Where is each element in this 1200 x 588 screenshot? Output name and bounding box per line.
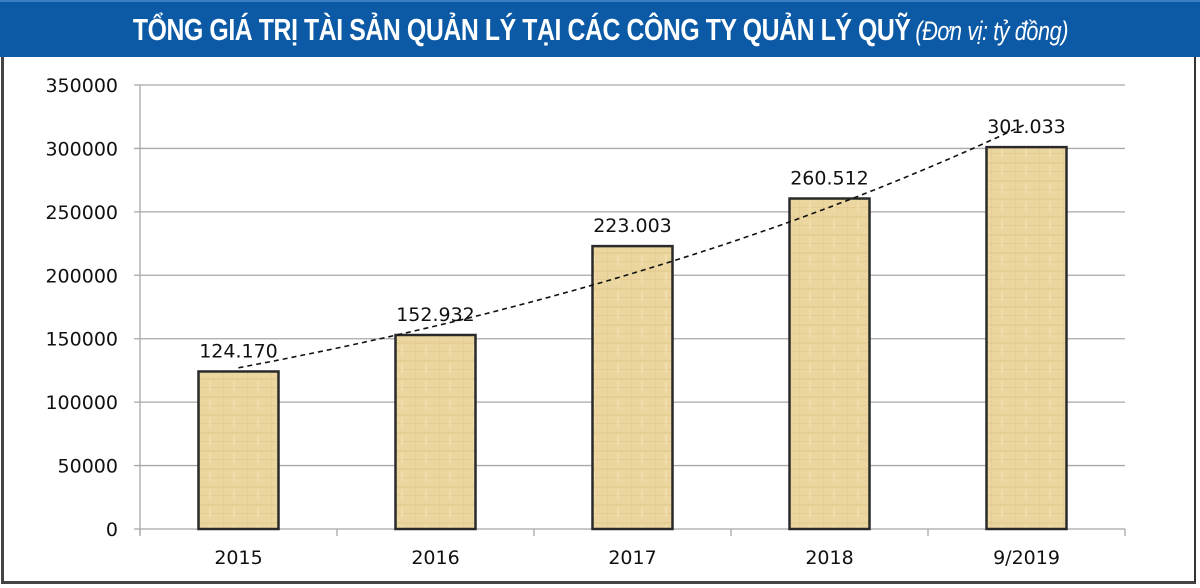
chart-frame xyxy=(1,57,1196,584)
data-label: 301.033 xyxy=(987,116,1066,138)
bar-2016 xyxy=(394,333,477,531)
bar-2018 xyxy=(788,197,871,531)
y-axis: 0 50000 100000 150000 200000 250000 300000 3500… xyxy=(45,75,141,541)
bar-2017 xyxy=(591,244,674,531)
data-label: 124.170 xyxy=(199,340,278,362)
trendline xyxy=(238,123,1027,369)
data-label: 152.932 xyxy=(396,304,475,326)
y-tick-label: 50000 xyxy=(58,456,118,478)
y-tick-label: 250000 xyxy=(45,202,118,224)
y-tick-label: 350000 xyxy=(45,75,118,97)
data-label: 260.512 xyxy=(790,168,869,190)
x-tick-label: 2015 xyxy=(214,547,262,569)
bar-9-2019 xyxy=(985,145,1068,531)
y-tick-label: 150000 xyxy=(45,329,118,351)
y-tick-label: 300000 xyxy=(45,138,118,160)
x-axis: 2015 2016 2017 2018 9/2019 xyxy=(139,529,1126,569)
y-tick-label: 100000 xyxy=(45,392,118,414)
chart-title: TỔNG GIÁ TRỊ TÀI SẢN QUẢN LÝ TẠI CÁC CÔN… xyxy=(132,11,1068,48)
y-tick-label: 0 xyxy=(106,519,118,541)
bars xyxy=(197,145,1068,531)
x-tick-label: 2018 xyxy=(805,547,853,569)
x-tick-label: 2017 xyxy=(608,547,656,569)
chart-title-banner: TỔNG GIÁ TRỊ TÀI SẢN QUẢN LÝ TẠI CÁC CÔN… xyxy=(0,0,1200,57)
x-tick-label: 9/2019 xyxy=(993,547,1060,569)
x-tick-label: 2016 xyxy=(411,547,459,569)
data-label: 223.003 xyxy=(593,215,672,237)
exponential-trendline xyxy=(238,123,1027,369)
data-labels: 124.170 152.932 223.003 260.512 301.033 xyxy=(199,116,1066,362)
unit-label: (Đơn vị: tỷ đồng) xyxy=(914,15,1068,46)
bar-2015 xyxy=(197,370,280,531)
y-tick-label: 200000 xyxy=(45,265,118,287)
title-text: TỔNG GIÁ TRỊ TÀI SẢN QUẢN LÝ TẠI CÁC CÔN… xyxy=(132,11,911,47)
